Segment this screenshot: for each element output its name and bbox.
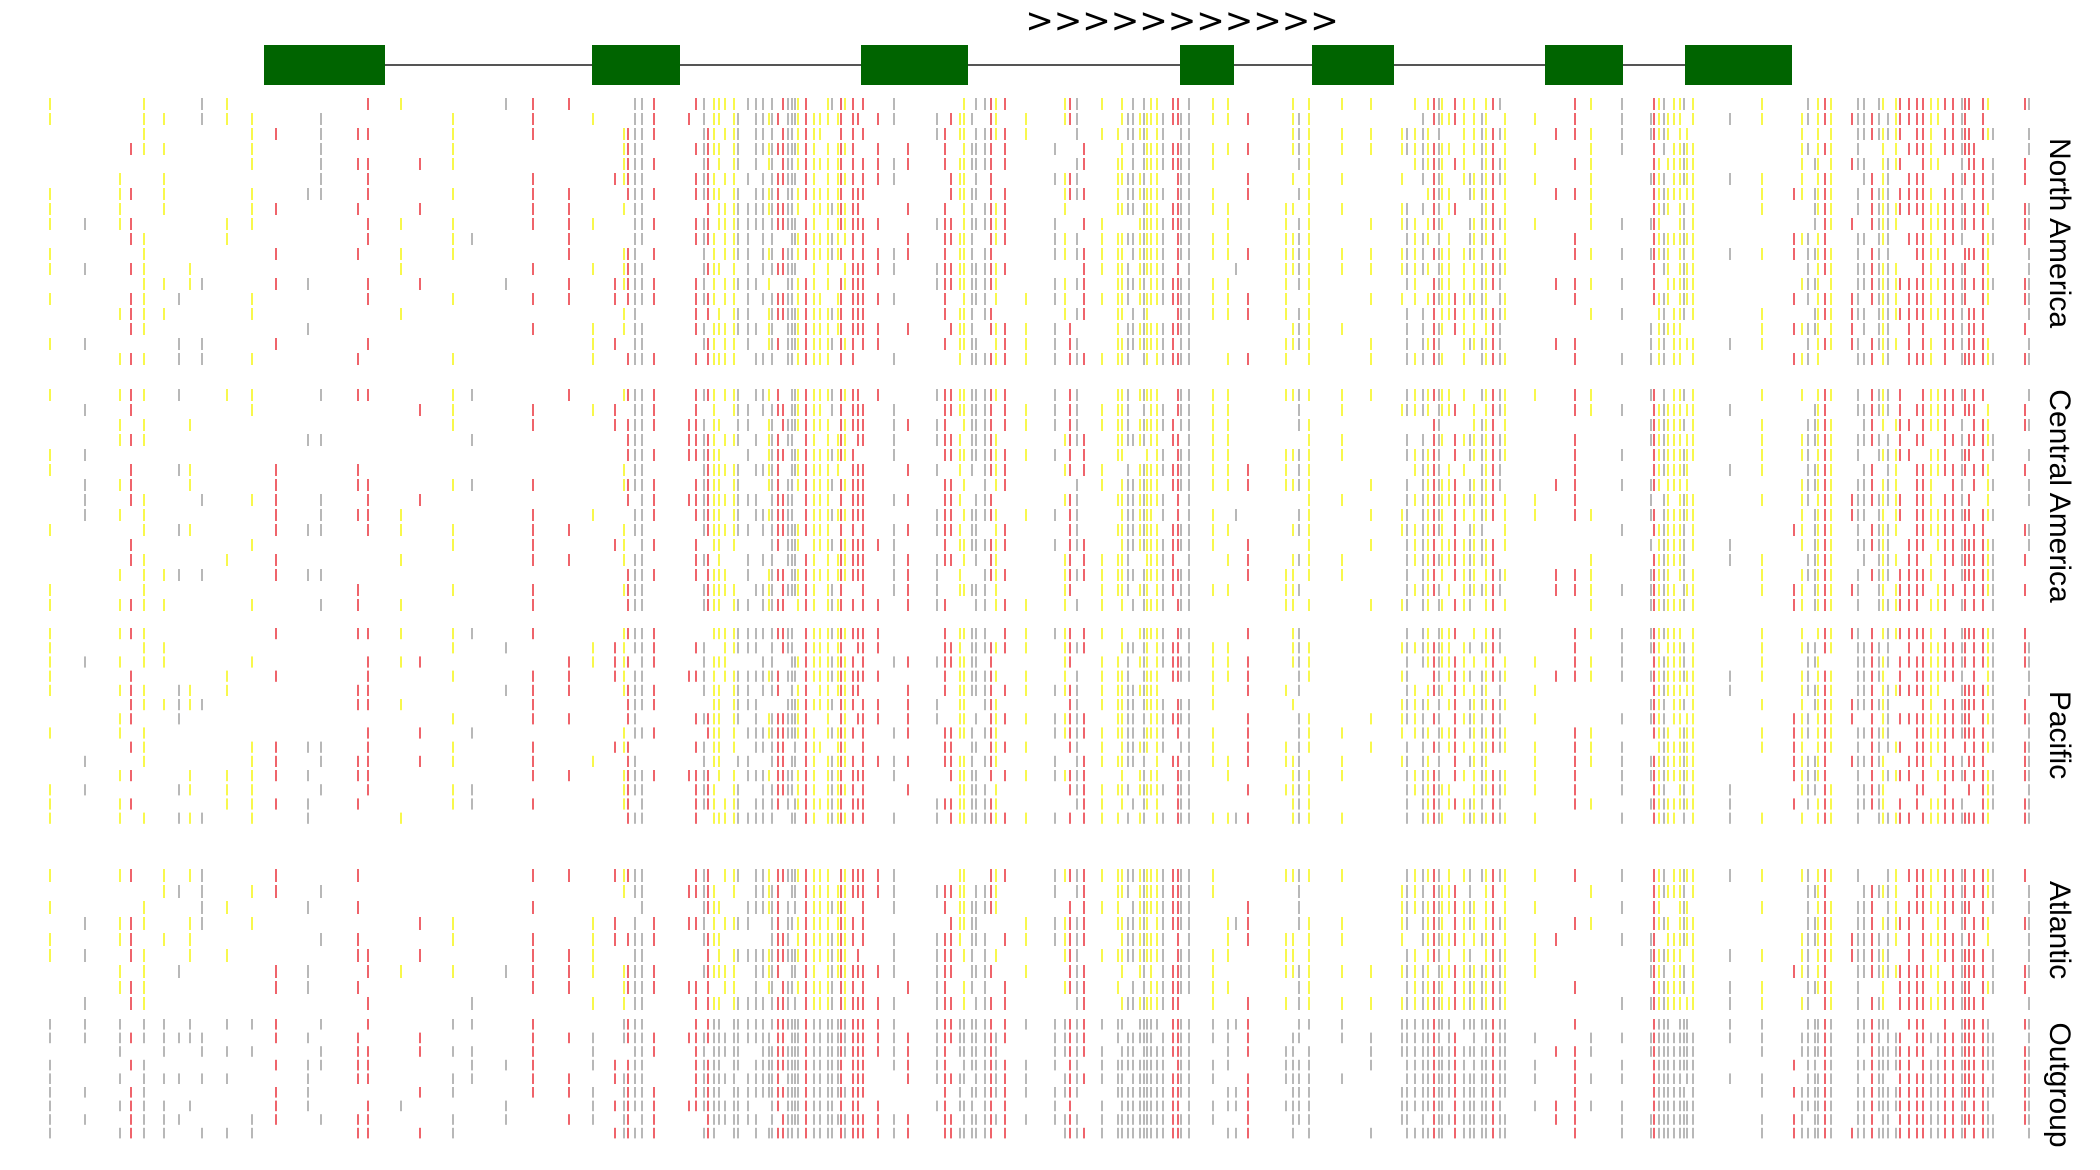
exon-2 [592, 45, 680, 85]
exon-1 [264, 45, 385, 85]
variant-band-north-america [49, 98, 2030, 365]
exon-group [264, 45, 1792, 85]
exon-6 [1545, 45, 1623, 85]
variant-tick-grid [49, 98, 2030, 1139]
exon-5 [1312, 45, 1394, 85]
exon-7 [1685, 45, 1792, 85]
variant-band-central-america [49, 389, 2030, 611]
variant-band-pacific [49, 628, 2030, 824]
strand-direction-arrows: >>>>>>>>>>> [1025, 1, 1338, 41]
gene-model: >>>>>>>>>>> [264, 1, 1792, 85]
exon-3 [861, 45, 968, 85]
exon-4 [1180, 45, 1234, 85]
